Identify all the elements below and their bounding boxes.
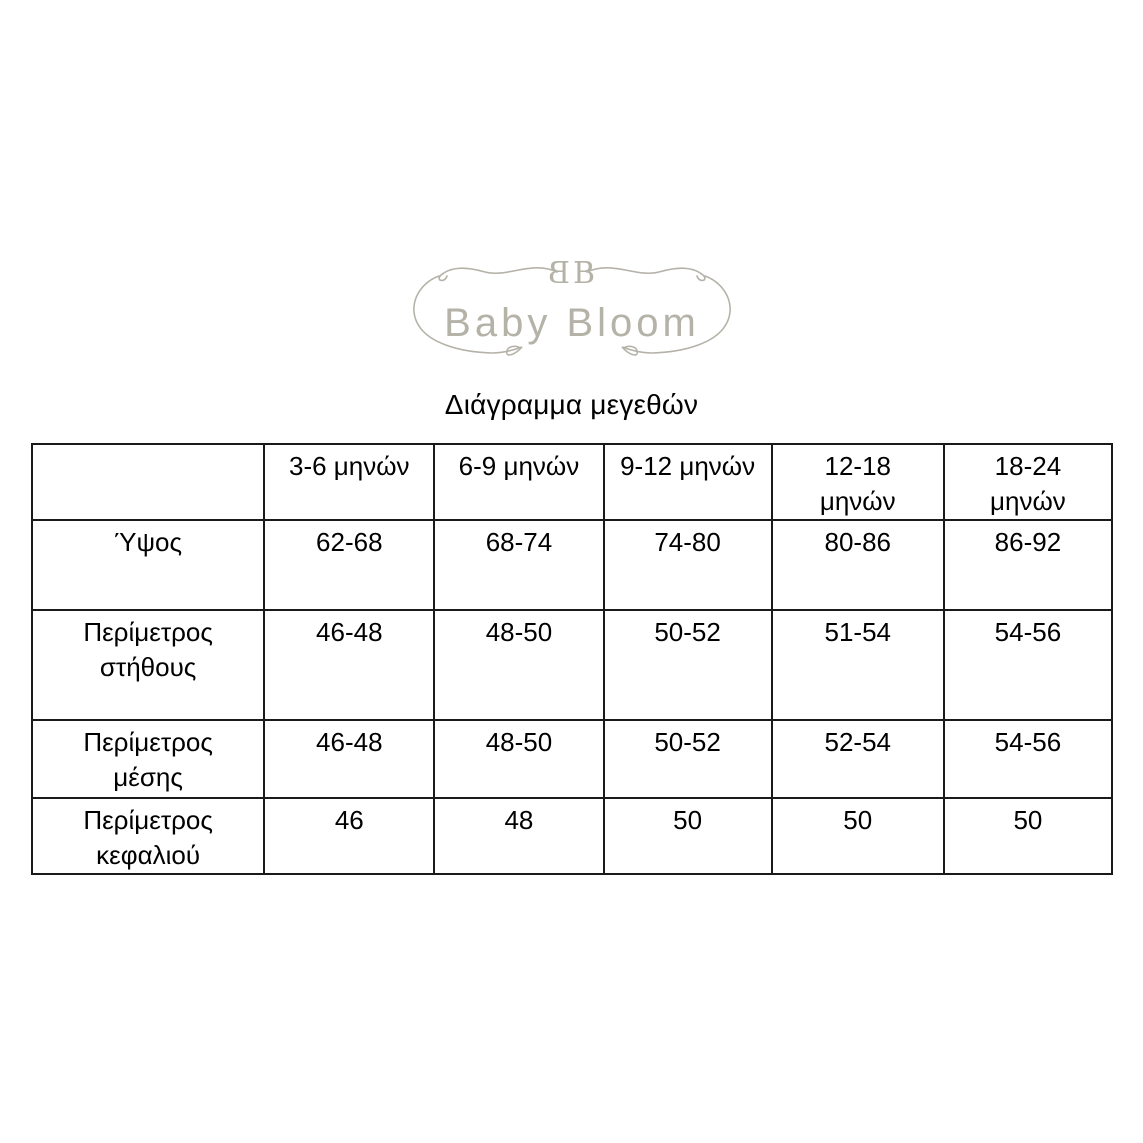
column-header-9-12: 9-12 μηνών [602, 442, 773, 522]
table-cell: 50-52 [602, 719, 773, 800]
bb-monogram-icon: B B [548, 256, 595, 291]
row-label-chest: Περίμετρος στήθους [30, 609, 266, 722]
table-row-head: Περίμετρος κεφαλιού 46 48 50 50 50 [30, 797, 1114, 876]
row-label-height: Ύψος [30, 519, 266, 612]
column-header-empty [30, 442, 266, 522]
table-cell: 68-74 [433, 519, 605, 612]
table-cell: 50 [942, 797, 1114, 876]
monogram-letter-left: B [548, 256, 570, 291]
table-cell: 50 [770, 797, 945, 876]
page-title: Διάγραμμα μεγεθών [444, 389, 699, 420]
table-cell: 51-54 [770, 609, 945, 722]
table-cell: 74-80 [602, 519, 773, 612]
brand-name: Baby Bloom [444, 301, 700, 345]
size-chart-table: 3-6 μηνών 6-9 μηνών 9-12 μηνών 12-18 μην… [30, 442, 1114, 876]
brand-logo-graphic: B B Baby Bloom [413, 256, 731, 356]
logo-flourish-right [586, 267, 731, 356]
column-header-3-6: 3-6 μηνών [263, 442, 436, 522]
column-header-12-18: 12-18 μηνών [770, 442, 945, 522]
column-header-6-9: 6-9 μηνών [433, 442, 605, 522]
monogram-letter-right: B [573, 256, 595, 291]
brand-logo: B B Baby Bloom [407, 250, 737, 365]
table-cell: 50-52 [602, 609, 773, 722]
table-cell: 54-56 [942, 609, 1114, 722]
table-cell: 46 [263, 797, 436, 876]
table-cell: 48-50 [433, 719, 605, 800]
table-row-chest: Περίμετρος στήθους 46-48 48-50 50-52 51-… [30, 609, 1114, 722]
table-cell: 52-54 [770, 719, 945, 800]
table-cell: 46-48 [263, 719, 436, 800]
table-cell: 62-68 [263, 519, 436, 612]
table-cell: 46-48 [263, 609, 436, 722]
table-header-row: 3-6 μηνών 6-9 μηνών 9-12 μηνών 12-18 μην… [30, 442, 1114, 522]
table-cell: 86-92 [942, 519, 1114, 612]
table-cell: 50 [602, 797, 773, 876]
table-cell: 48-50 [433, 609, 605, 722]
row-label-waist: Περίμετρος μέσης [30, 719, 266, 800]
logo-flourish-left [413, 267, 558, 356]
table-row-waist: Περίμετρος μέσης 46-48 48-50 50-52 52-54… [30, 719, 1114, 800]
table-cell: 54-56 [942, 719, 1114, 800]
table-row-height: Ύψος 62-68 68-74 74-80 80-86 86-92 [30, 519, 1114, 612]
table-cell: 48 [433, 797, 605, 876]
row-label-head: Περίμετρος κεφαλιού [30, 797, 266, 876]
table-cell: 80-86 [770, 519, 945, 612]
column-header-18-24: 18-24 μηνών [942, 442, 1114, 522]
